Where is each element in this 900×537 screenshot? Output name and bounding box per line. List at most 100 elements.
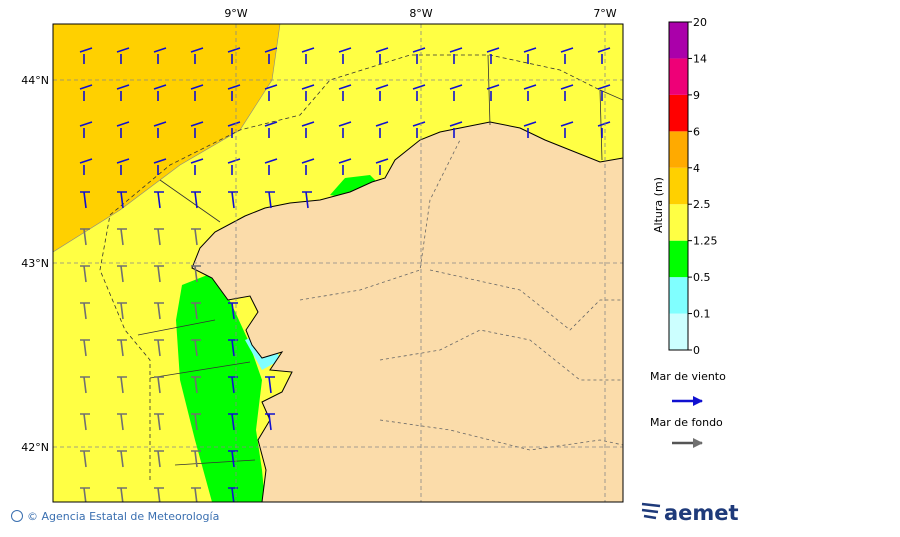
credit-icon	[11, 510, 23, 522]
wave-arrow	[80, 487, 90, 502]
wave-arrow	[80, 265, 90, 283]
wave-arrow	[560, 84, 574, 101]
logo: aemet	[641, 501, 739, 525]
lon-label: 7°W	[593, 7, 616, 20]
wave-arrow	[375, 158, 389, 175]
wave-arrow	[116, 47, 130, 64]
wave-arrow	[191, 191, 201, 209]
colorbar-segment	[669, 313, 688, 350]
colorbar: 0 0.1 0.5 1.25 2.5 4 6 9 14 20	[668, 16, 718, 357]
map-frame	[52, 23, 624, 503]
wave-arrow	[191, 376, 201, 394]
wave-arrow	[116, 84, 130, 101]
wave-arrow	[117, 450, 127, 468]
wave-arrow	[153, 158, 167, 175]
wave-arrow	[412, 47, 426, 64]
wave-arrow	[449, 84, 463, 101]
wave-arrow	[486, 47, 500, 64]
wave-arrow	[191, 450, 201, 468]
colorbar-segment	[669, 94, 688, 132]
wave-arrow	[154, 265, 164, 283]
wave-arrow	[301, 121, 315, 138]
wave-arrow	[227, 84, 241, 101]
map	[53, 24, 623, 502]
wave-arrow	[301, 47, 315, 64]
wave-arrow	[79, 158, 93, 175]
wave-arrow	[264, 158, 278, 175]
wave-arrow	[190, 84, 204, 101]
colorbar-tick-label: 4	[693, 162, 700, 175]
wave-arrow	[117, 302, 127, 320]
wave-arrow	[79, 47, 93, 64]
colorbar-segment	[669, 204, 688, 241]
wave-arrow	[338, 84, 352, 101]
wave-arrow	[153, 47, 167, 64]
wave-arrow	[191, 487, 201, 502]
wave-arrow	[265, 191, 275, 209]
wave-arrow	[154, 413, 164, 431]
wave-arrow	[375, 47, 389, 64]
zone-lines	[137, 54, 623, 466]
wave-arrow	[154, 487, 164, 502]
wave-arrow	[523, 84, 537, 101]
wave-arrow	[80, 339, 90, 357]
high-wave-area	[53, 24, 281, 253]
wave-arrow	[154, 339, 164, 357]
colorbar-segment	[669, 22, 688, 59]
wave-arrow	[80, 450, 90, 468]
wave-arrow	[117, 376, 127, 394]
wave-arrow	[80, 191, 90, 209]
wave-arrow	[80, 302, 90, 320]
wave-arrow	[264, 47, 278, 64]
colorbar-tick-label: 9	[693, 89, 700, 102]
wave-arrow	[190, 158, 204, 175]
legend-label: Mar de fondo	[650, 416, 723, 429]
wave-arrow	[80, 413, 90, 431]
wave-arrow	[117, 228, 127, 246]
wave-arrow	[154, 191, 164, 209]
wave-arrow	[191, 302, 201, 320]
colorbar-tick-label: 1.25	[693, 235, 718, 248]
wave-arrow	[338, 158, 352, 175]
wave-arrow	[190, 121, 204, 138]
axis-labels: 9°W 8°W 7°W 44°N 43°N 42°N	[21, 7, 617, 454]
wave-arrow	[597, 47, 611, 64]
wave-arrow	[191, 413, 201, 431]
wave-arrow	[117, 487, 127, 502]
colorbar-tick-label: 20	[693, 16, 707, 29]
wave-arrow	[486, 84, 500, 101]
wave-arrow	[375, 121, 389, 138]
wave-arrow	[265, 413, 275, 431]
wave-arrow	[301, 84, 315, 101]
wave-arrow	[228, 413, 238, 431]
wave-arrow	[117, 339, 127, 357]
wave-arrow	[375, 84, 389, 101]
lon-label: 8°W	[409, 7, 432, 20]
wave-arrow	[264, 121, 278, 138]
lat-label: 43°N	[21, 257, 49, 270]
wave-arrow	[597, 121, 611, 138]
wave-arrow	[117, 265, 127, 283]
wave-arrow	[79, 121, 93, 138]
wave-arrow	[412, 84, 426, 101]
colorbar-segment	[669, 240, 688, 278]
credit: © Agencia Estatal de Meteorología	[27, 510, 219, 523]
wave-arrow	[449, 121, 463, 138]
wave-arrow	[80, 376, 90, 394]
wave-arrow	[227, 158, 241, 175]
zone-lines	[99, 54, 601, 480]
wave-arrow	[560, 121, 574, 138]
colorbar-label: Altura (m)	[652, 177, 665, 233]
colorbar-tick-label: 2.5	[693, 198, 711, 211]
wave-arrow	[116, 121, 130, 138]
colorbar-segment	[669, 277, 688, 314]
wave-arrow	[191, 339, 201, 357]
wave-arrow	[338, 121, 352, 138]
colorbar-tick-label: 0.5	[693, 271, 711, 284]
colorbar-tick-label: 14	[693, 52, 707, 65]
lat-label: 44°N	[21, 74, 49, 87]
wave-arrow	[116, 158, 130, 175]
wave-arrow	[190, 47, 204, 64]
wave-arrow	[264, 84, 278, 101]
